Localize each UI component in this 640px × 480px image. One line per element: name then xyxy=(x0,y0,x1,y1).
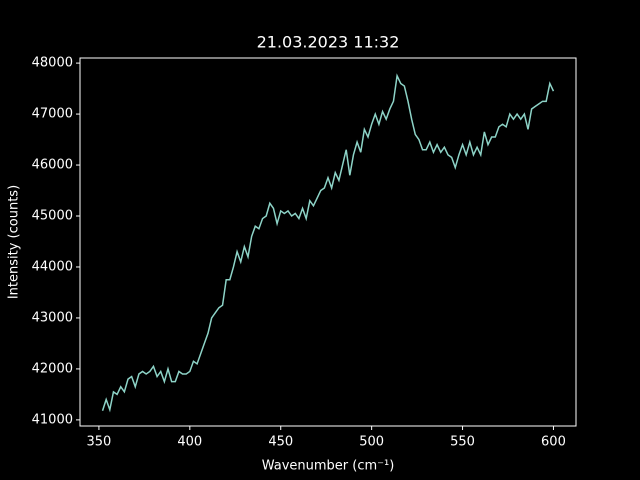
y-tick-label: 45000 xyxy=(32,209,73,224)
y-tick-label: 47000 xyxy=(32,107,73,122)
y-tick-label: 41000 xyxy=(32,412,73,427)
x-tick-label: 600 xyxy=(541,435,566,450)
chart-title: 21.03.2023 11:32 xyxy=(257,33,400,52)
x-axis-label: Wavenumber (cm⁻¹) xyxy=(262,459,395,474)
line xyxy=(101,73,555,413)
x-tick-label: 400 xyxy=(177,435,202,450)
y-tick-label: 46000 xyxy=(32,158,73,173)
y-tick-label: 44000 xyxy=(32,259,73,274)
y-tick-label: 43000 xyxy=(32,310,73,325)
y-axis-label: Intensity (counts) xyxy=(7,185,22,299)
x-tick-label: 350 xyxy=(86,435,111,450)
x-tick-label: 500 xyxy=(359,435,384,450)
y-tick-label: 48000 xyxy=(32,56,73,71)
y-tick-label: 42000 xyxy=(32,361,73,376)
plot-frame xyxy=(79,57,577,427)
x-tick-label: 450 xyxy=(268,435,293,450)
x-tick-label: 550 xyxy=(450,435,475,450)
